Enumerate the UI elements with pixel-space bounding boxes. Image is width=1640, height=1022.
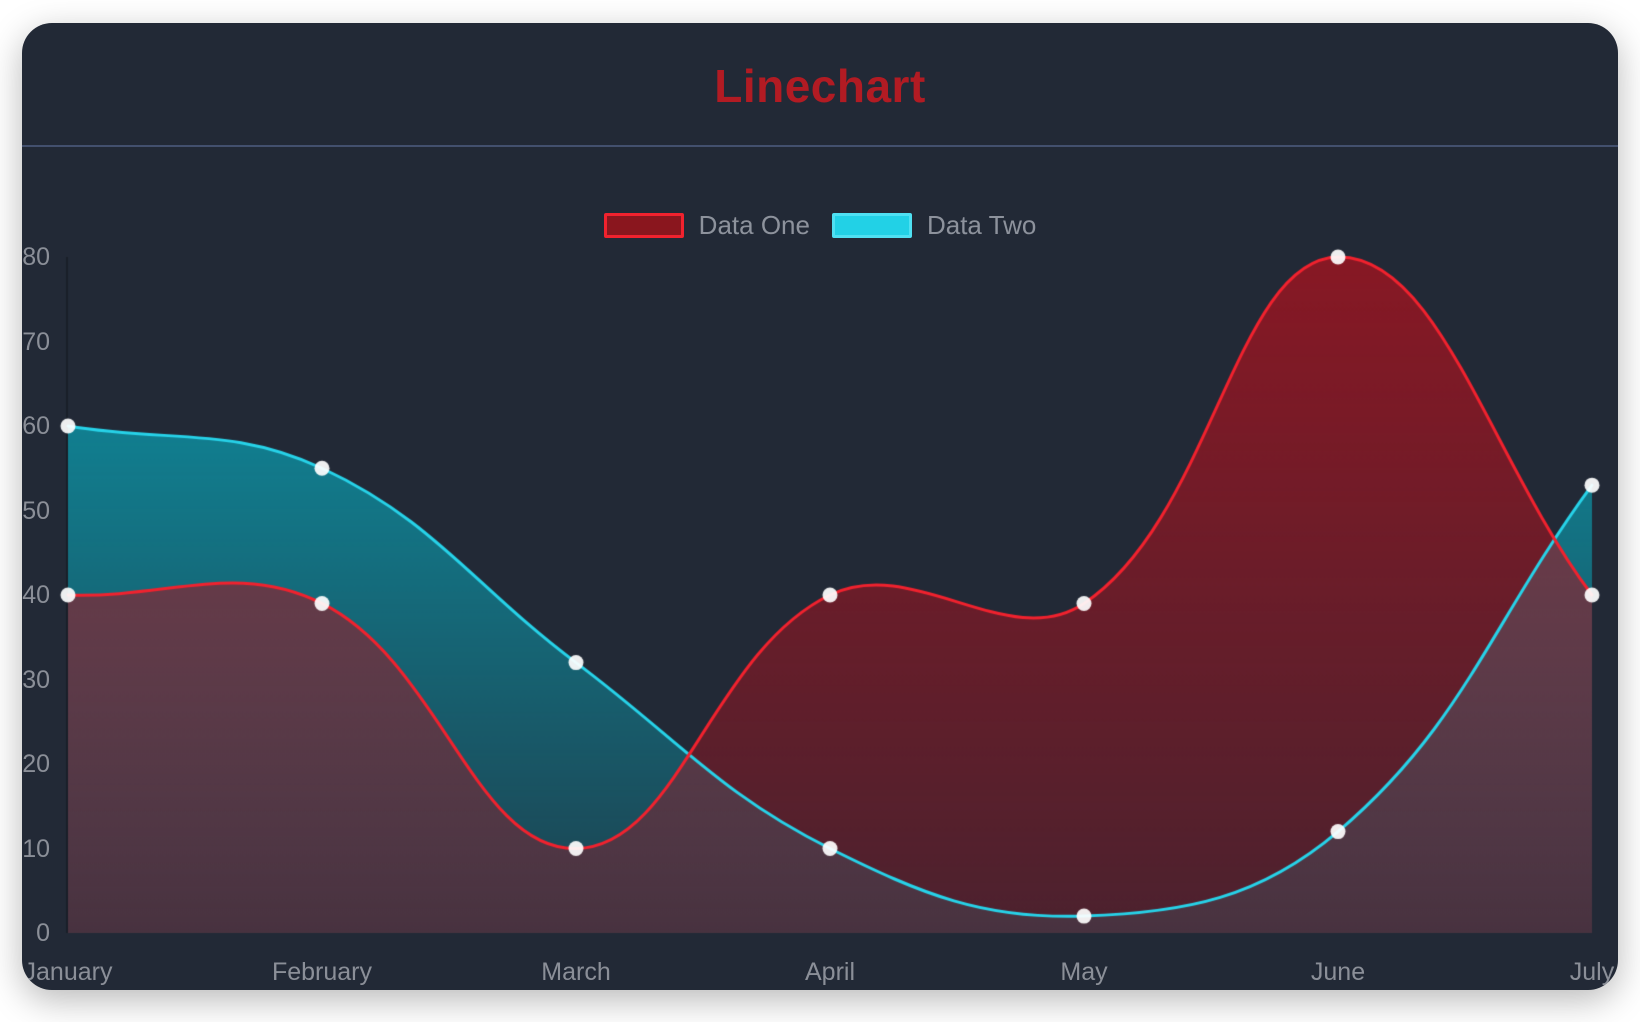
legend-label-data-one: Data One xyxy=(698,210,810,240)
chart-card: Linechart Data One Data Two 0 10 20 30 40 50 6… xyxy=(22,23,1618,990)
y-tick-label: 80 xyxy=(22,243,50,271)
y-tick-label: 50 xyxy=(22,496,50,525)
x-tick-label: April xyxy=(804,958,855,986)
y-tick-label: 40 xyxy=(22,581,50,609)
x-tick-label: July xyxy=(1569,958,1615,986)
y-tick-label: 0 xyxy=(36,919,50,947)
legend-item-data-one[interactable]: Data One xyxy=(603,210,810,241)
y-tick-label: 10 xyxy=(22,834,50,863)
title-divider xyxy=(22,145,1618,147)
chart-title: Linechart xyxy=(714,60,926,112)
x-tick-label: May xyxy=(1060,958,1108,986)
legend-swatch-data-two xyxy=(831,213,912,238)
x-tick-label: February xyxy=(271,958,373,986)
legend-swatch-data-one xyxy=(603,213,684,238)
y-tick-label: 20 xyxy=(22,750,50,778)
chart-legend: Data One Data Two xyxy=(22,210,1618,241)
legend-label-data-two: Data Two xyxy=(926,210,1037,240)
legend-item-data-two[interactable]: Data Two xyxy=(831,210,1037,241)
x-tick-label: January xyxy=(23,958,113,986)
y-tick-label: 70 xyxy=(22,327,50,356)
y-tick-label: 30 xyxy=(22,665,50,694)
line-chart-canvas[interactable] xyxy=(22,23,1618,990)
x-tick-label: June xyxy=(1310,958,1366,986)
x-tick-label: March xyxy=(541,958,611,986)
y-tick-label: 60 xyxy=(22,412,50,440)
